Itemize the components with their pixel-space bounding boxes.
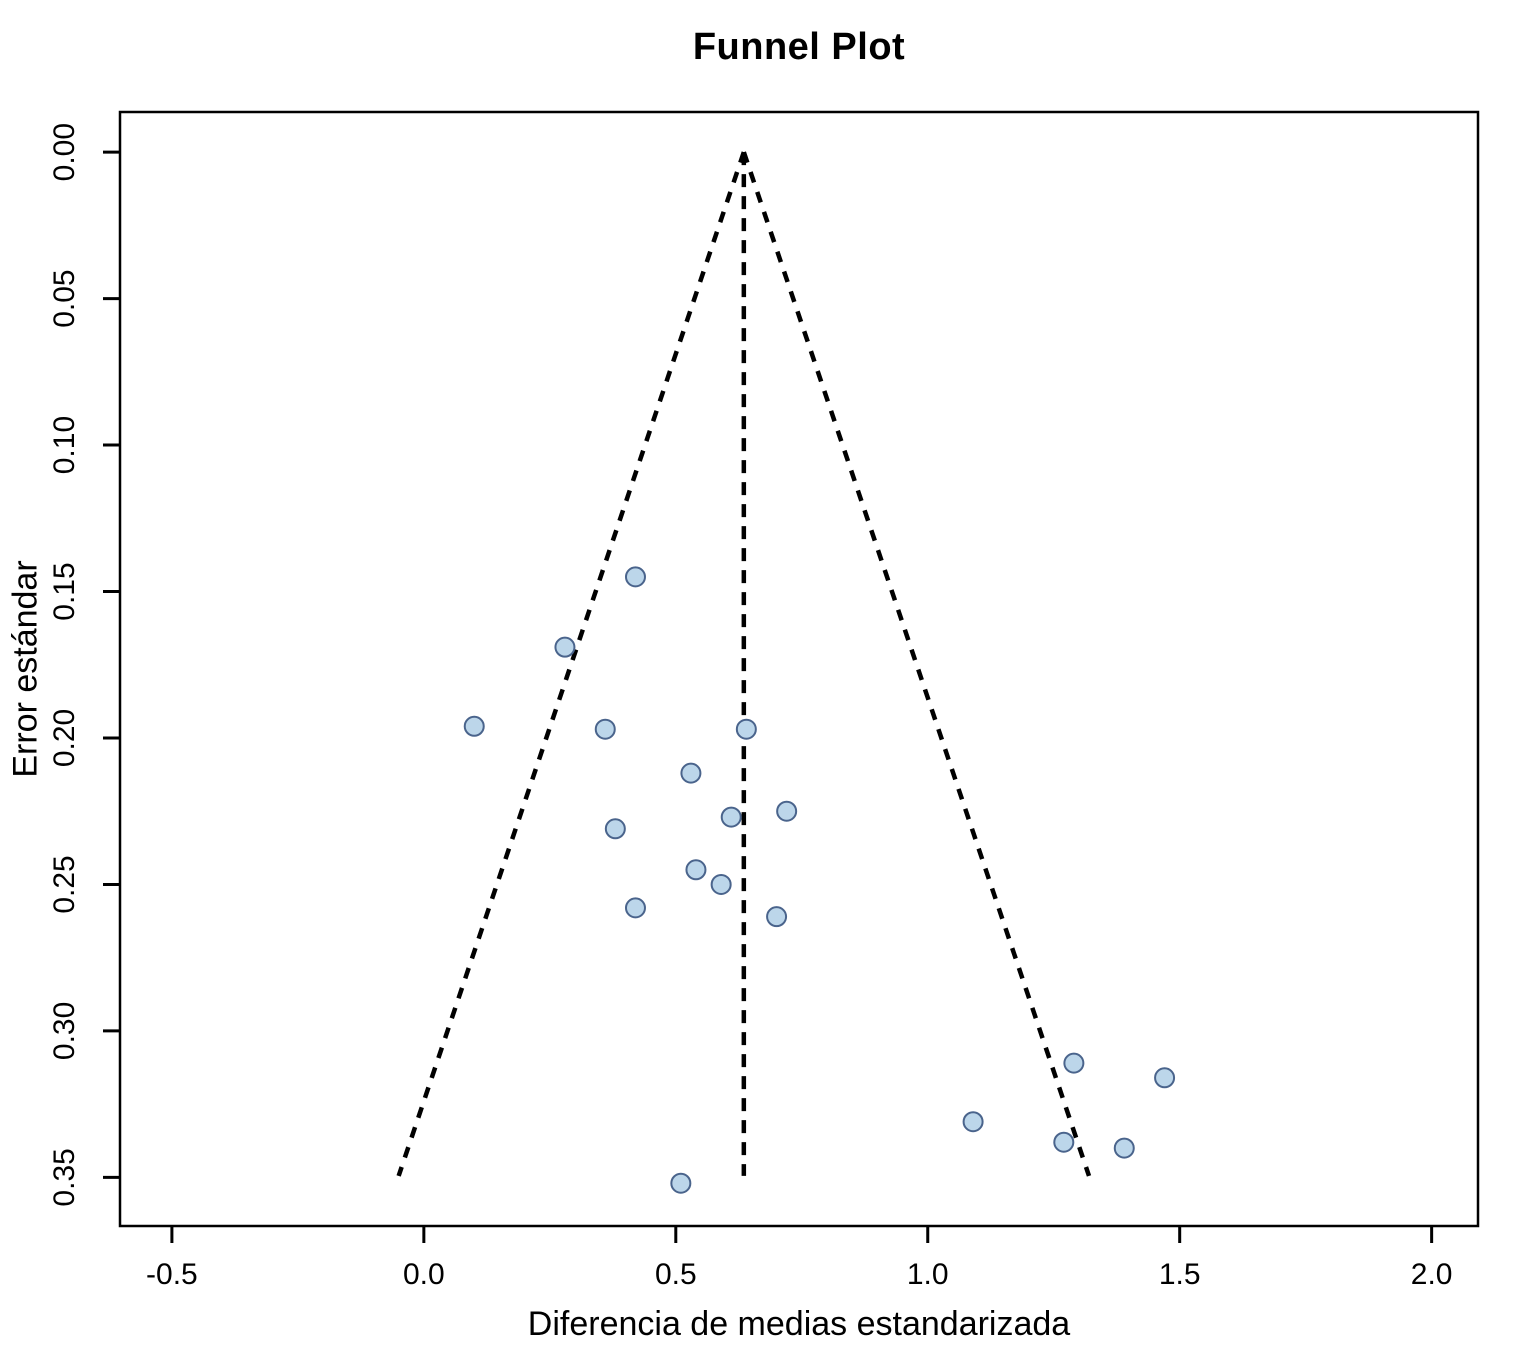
data-point — [710, 873, 732, 895]
funnel-left-boundary — [396, 151, 746, 1177]
data-point — [670, 1172, 692, 1194]
x-axis-tick-label: -0.5 — [146, 1258, 198, 1291]
y-axis-tick-label: 0.20 — [48, 709, 81, 767]
data-point — [962, 1111, 984, 1133]
data-point — [624, 566, 646, 588]
x-axis-tick-label: 2.0 — [1411, 1258, 1453, 1291]
plot-border — [118, 110, 1480, 1228]
chart-title: Funnel Plot — [692, 26, 906, 68]
data-point — [766, 906, 788, 928]
x-axis-tick-label: 1.0 — [907, 1258, 949, 1291]
data-point — [1053, 1131, 1075, 1153]
x-axis-tick-label: 0.0 — [403, 1258, 445, 1291]
x-axis-title: Diferencia de medias estandarizada — [527, 1305, 1071, 1343]
y-axis-tick-label: 0.25 — [48, 855, 81, 913]
y-axis-tick-label: 0.35 — [48, 1148, 81, 1206]
data-point — [680, 762, 702, 784]
y-axis-tick-label: 0.10 — [48, 416, 81, 474]
data-point — [1154, 1067, 1176, 1089]
x-axis-tick-label: 1.5 — [1159, 1258, 1201, 1291]
data-point — [1113, 1137, 1135, 1159]
data-point — [594, 718, 616, 740]
data-point — [554, 636, 576, 658]
data-point — [685, 859, 707, 881]
data-point — [1063, 1052, 1085, 1074]
y-axis-tick-label: 0.05 — [48, 269, 81, 327]
data-point — [463, 715, 485, 737]
y-axis-tick-label: 0.15 — [48, 562, 81, 620]
data-point — [624, 897, 646, 919]
data-point — [604, 818, 626, 840]
y-axis-tick-label: 0.30 — [48, 1002, 81, 1060]
funnel-right-boundary — [741, 151, 1092, 1177]
x-axis-tick-label: 0.5 — [655, 1258, 697, 1291]
y-axis-tick-label: 0.00 — [48, 123, 81, 181]
data-point — [776, 800, 798, 822]
data-point — [720, 806, 742, 828]
data-point — [735, 718, 757, 740]
